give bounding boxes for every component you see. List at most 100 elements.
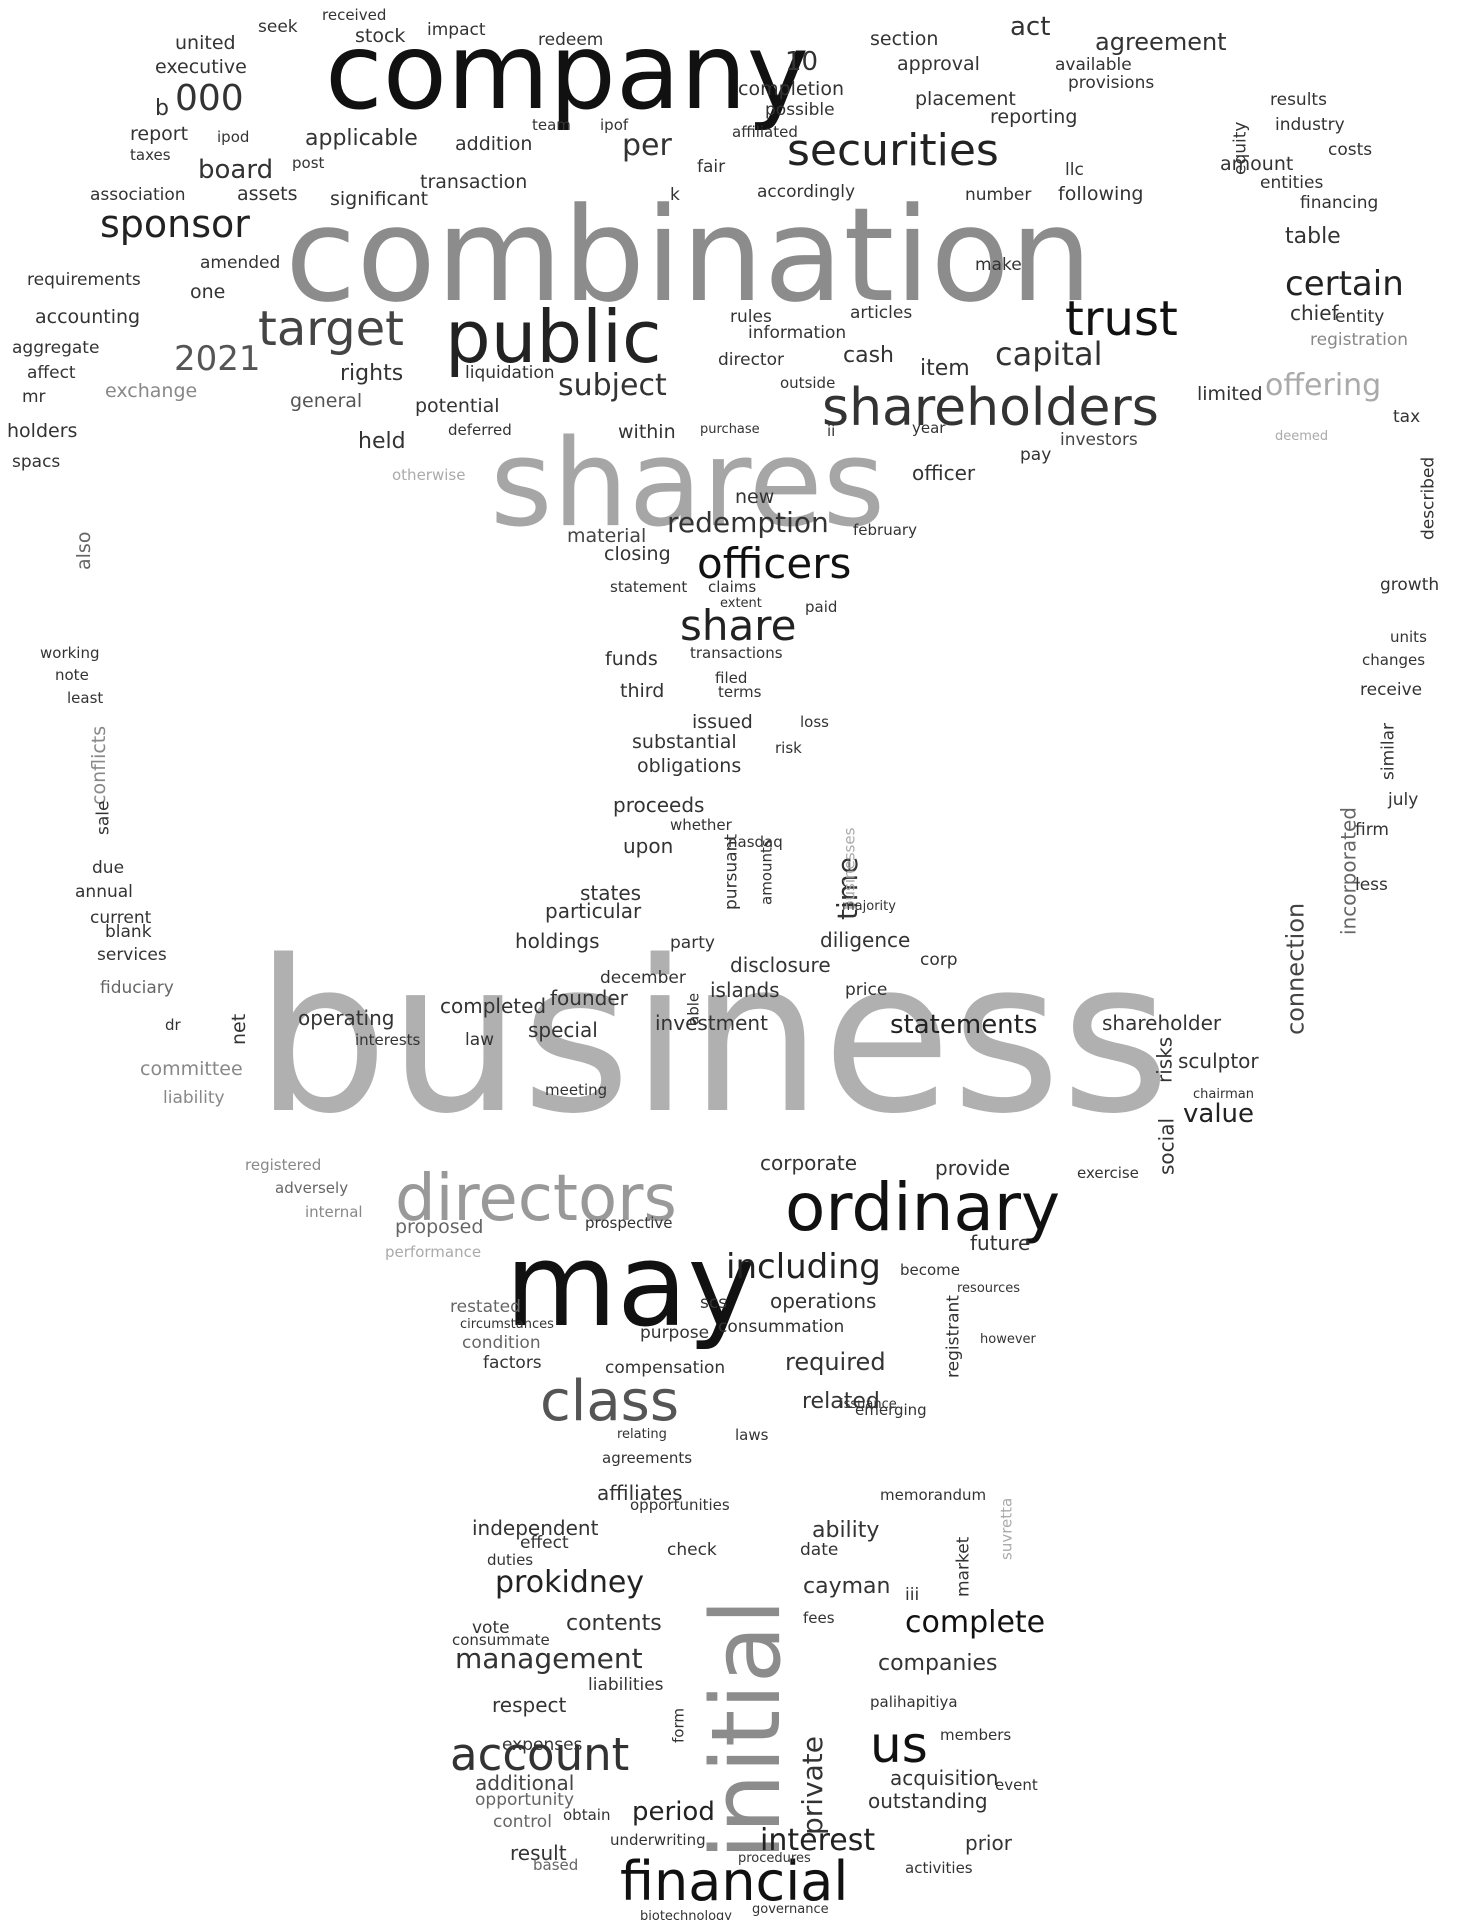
word-committee: committee [140,1058,243,1080]
word-respect: respect [492,1693,567,1717]
word-december: december [600,968,686,988]
word-assets: assets [237,183,297,205]
word-board: board [198,155,273,185]
word-transactions: transactions [690,644,783,662]
word-fair: fair [697,157,725,177]
word-director: director [718,350,784,370]
word-acquisition: acquisition [890,1766,998,1790]
word-circumstances: circumstances [460,1317,554,1332]
word-growth: growth [1380,575,1439,595]
word-redemption: redemption [667,506,829,539]
word-note: note [55,666,89,684]
word-chairman: chairman [1193,1087,1254,1102]
word-based: based [533,1856,578,1874]
word-interests: interests [355,1031,421,1049]
word-loss: loss [800,713,829,731]
word-proceeds: proceeds [613,793,704,817]
word-cloud-words: business combination company shares may initi… [7,6,1439,1920]
word-vote: vote [472,1618,510,1638]
word-available: available [1055,55,1132,75]
word-operating: operating [298,1006,394,1030]
word-target: target [258,301,404,357]
word-including: including [726,1247,881,1287]
word-special: special [528,1018,598,1042]
word-rules: rules [730,307,772,327]
word-sale: sale [93,801,113,835]
word-performance: performance [385,1243,481,1261]
word-accounting: accounting [35,306,140,328]
word-spacs: spacs [12,452,60,472]
word-results: results [1270,90,1327,110]
word-agreements: agreements [602,1449,692,1467]
word-members: members [940,1726,1011,1744]
word-cayman: cayman [803,1574,890,1599]
word-annual: annual [75,882,133,902]
word-event: event [995,1776,1038,1794]
word-report: report [130,123,188,145]
word-value: value [1183,1099,1254,1129]
word-control: control [493,1812,552,1832]
word-general: general [290,390,362,412]
word-corporate: corporate [760,1151,857,1175]
word-purchase: purchase [700,422,760,437]
word-contents: contents [566,1611,662,1636]
word-blank: blank [105,922,152,942]
word-law: law [465,1030,494,1050]
word-exchange: exchange [105,380,197,402]
word-requirements: requirements [27,270,141,290]
word-approval: approval [897,53,980,75]
word-completion: completion [738,78,844,100]
word-capital: capital [995,335,1102,373]
word-provisions: provisions [1068,73,1154,93]
word-liquidation: liquidation [465,363,555,383]
word-internal: internal [305,1203,363,1221]
word-deferred: deferred [448,421,512,439]
word-extent: extent [720,596,762,611]
word-accordingly: accordingly [757,182,855,202]
word-factors: factors [483,1353,542,1373]
word-tax: tax [1393,407,1420,427]
word-independent: independent [472,1516,599,1540]
word-duties: duties [487,1551,533,1569]
word-company: company [325,11,809,133]
word-rights: rights [340,361,403,386]
word-ipof: ipof [600,116,629,134]
word-resources: resources [957,1281,1020,1296]
word-interest: interest [760,1823,875,1858]
word-ordinary: ordinary [785,1169,1060,1246]
word-number: number [965,185,1031,205]
word-cash: cash [843,343,894,368]
word-table: table [1285,224,1341,249]
word-able: able [685,993,703,1025]
word-amended: amended [200,253,280,273]
word-market: market [953,1536,973,1597]
word-entity: entity [1335,307,1384,327]
word-sponsor: sponsor [100,202,250,246]
word-amount: amount [1220,153,1293,175]
word-social: social [1155,1118,1179,1175]
word-chief: chief [1290,301,1340,325]
word-affiliates: affiliates [597,1481,683,1505]
word-connection: connection [1282,903,1310,1035]
word-possible: possible [765,100,835,120]
word-conflicts: conflicts [88,726,110,805]
word-upon: upon [623,834,673,858]
word-public: public [445,295,662,379]
word-affect: affect [27,363,76,383]
word-shares: shares [490,415,885,554]
word-addition: addition [455,133,532,155]
word-issuance: issuance [840,1397,897,1412]
word-financial: financial [620,1850,848,1913]
word-however: however [980,1332,1037,1347]
word-palihapitiya: palihapitiya [870,1693,958,1711]
word-trust: trust [1065,291,1178,347]
word-closing: closing [604,543,671,565]
word-procedures: procedures [738,1851,811,1866]
word-aggregate: aggregate [12,338,99,358]
word-executive: executive [155,56,247,78]
word-related: related [802,1389,880,1414]
word-february: february [853,521,917,539]
word-compensation: compensation [605,1358,725,1378]
word-services: services [97,945,167,965]
word-outstanding: outstanding [868,1789,988,1813]
